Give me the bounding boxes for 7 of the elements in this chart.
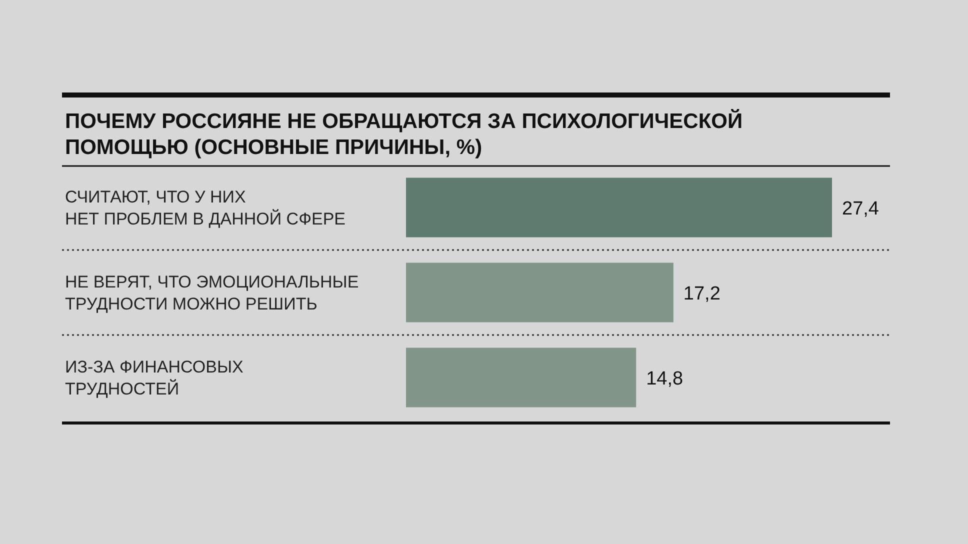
data-label: 14,8 [646,368,684,390]
y-tick-label: СЧИТАЮТ, ЧТО У НИХ НЕТ ПРОБЛЕМ В ДАННОЙ СФЕРЕ [65,188,346,228]
y-tick-label: НЕ ВЕРЯТ, ЧТО ЭМОЦИОНАЛЬНЫЕ ТРУДНОСТИ МОЖНО РЕШИТЬ [65,272,359,314]
chart-title: ПОЧЕМУ РОССИЯНЕ НЕ ОБРАЩАЮТСЯ ЗА ПСИХОЛОГИЧЕСКОЙ ПОМОЩЬЮ (ОСНОВНЫЕ ПРИЧИНЫ, %) [65,108,743,159]
data-label: 27,4 [842,198,880,220]
y-tick-label: ИЗ-ЗА ФИНАНСОВЫХ ТРУДНОСТЕЙ [65,358,244,398]
data-label: 17,2 [683,284,720,304]
